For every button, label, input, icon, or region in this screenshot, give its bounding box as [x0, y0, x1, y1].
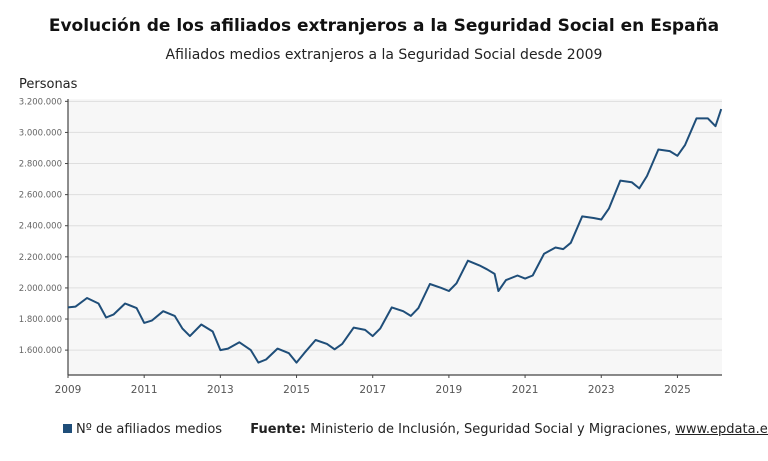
x-tick-label: 2021	[512, 384, 539, 396]
x-tick-label: 2011	[131, 384, 158, 396]
source-link[interactable]: www.epdata.es	[675, 422, 768, 437]
x-tick-label: 2013	[207, 384, 234, 396]
plot-area	[68, 99, 722, 375]
y-tick-label: 1.800.000	[19, 315, 62, 325]
y-tick-label: 3.000.000	[19, 128, 62, 138]
y-tick-label: 1.600.000	[19, 346, 62, 356]
source-text: Ministerio de Inclusión, Seguridad Socia…	[306, 422, 676, 437]
y-tick-label: 3.200.000	[19, 97, 62, 107]
y-axis-label: Personas	[19, 77, 78, 92]
legend-swatch	[63, 424, 72, 433]
source-note: Fuente: Ministerio de Inclusión, Segurid…	[250, 422, 768, 437]
chart-footer: Nº de afiliados medios Fuente: Ministeri…	[63, 422, 768, 437]
x-tick-label: 2023	[588, 384, 615, 396]
y-tick-label: 2.600.000	[19, 191, 62, 201]
y-tick-label: 2.400.000	[19, 222, 62, 232]
series-line-afiliados	[67, 108, 723, 364]
y-tick-label: 2.000.000	[19, 284, 62, 294]
legend-label: Nº de afiliados medios	[76, 422, 223, 437]
y-tick-label: 2.200.000	[19, 253, 62, 263]
x-tick-label: 2009	[55, 384, 82, 396]
x-tick-label: 2019	[436, 384, 463, 396]
y-tick-label: 2.800.000	[19, 160, 62, 170]
chart-subtitle: Afiliados medios extranjeros a la Seguri…	[165, 47, 603, 63]
x-tick-label: 2025	[664, 384, 691, 396]
chart-title: Evolución de los afiliados extranjeros a…	[48, 16, 720, 36]
x-tick-label: 2017	[359, 384, 386, 396]
source-label: Fuente:	[250, 422, 307, 437]
x-tick-label: 2015	[283, 384, 310, 396]
